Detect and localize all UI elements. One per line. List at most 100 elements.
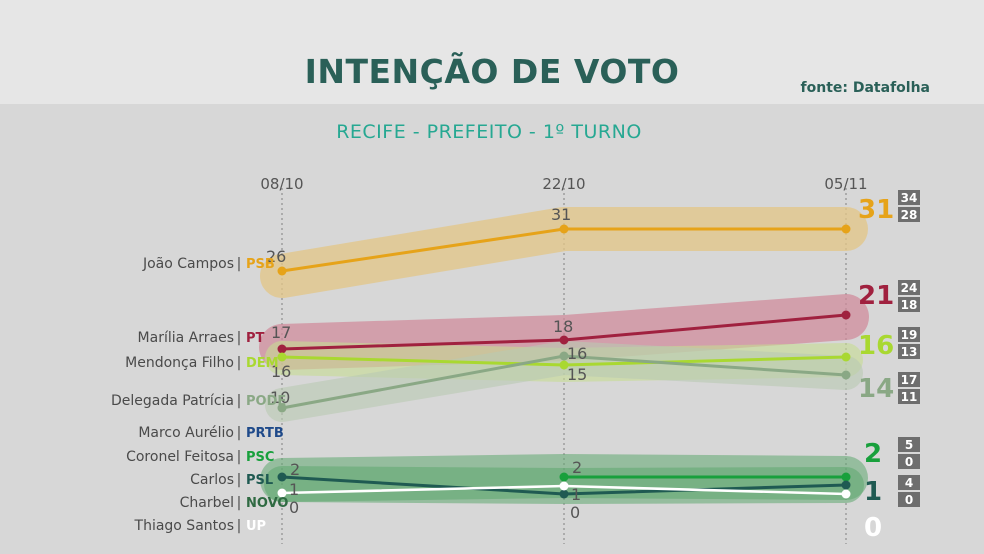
range-box: [898, 297, 920, 312]
marker-psl: [841, 480, 851, 490]
end-value-label: 14: [858, 374, 894, 404]
date-label: 22/10: [542, 175, 585, 193]
candidate-name-label: Mendonça Filho: [125, 355, 234, 371]
marker-up: [277, 488, 287, 498]
range-box: [898, 327, 920, 342]
point-value-label: 16: [271, 362, 291, 381]
point-value-label: 0: [289, 498, 299, 517]
end-value-label: 21: [858, 281, 894, 311]
label-separator: |: [237, 449, 242, 465]
marker-pode: [559, 351, 569, 361]
point-value-label: 1: [571, 485, 581, 504]
marker-dem: [559, 360, 569, 370]
point-value-label: 16: [567, 344, 587, 363]
end-value-label: 2: [864, 439, 882, 469]
end-value-label: 31: [858, 195, 894, 225]
point-value-label: 2: [290, 460, 300, 479]
label-separator: |: [237, 495, 242, 511]
end-value-label: 16: [858, 331, 894, 361]
date-label: 08/10: [260, 175, 303, 193]
source-note: fonte: Datafolha: [800, 80, 930, 96]
party-label: PRTB: [246, 426, 284, 441]
range-value: 17: [901, 373, 918, 387]
marker-pode: [277, 403, 287, 413]
party-label: PSB: [246, 257, 275, 272]
candidate-name-label: Coronel Feitosa: [126, 449, 234, 465]
range-value: 18: [901, 298, 918, 312]
chart-title: INTENÇÃO DE VOTO: [304, 52, 680, 91]
range-value: 28: [901, 208, 918, 222]
marker-psl: [559, 489, 569, 499]
header-band: [0, 0, 984, 104]
party-label: PODE: [246, 394, 286, 409]
label-separator: |: [237, 355, 242, 371]
point-value-label: 0: [570, 503, 580, 522]
marker-up: [559, 481, 569, 491]
range-value: 19: [901, 328, 918, 342]
candidate-name-label: Marco Aurélio: [138, 425, 234, 441]
marker-psb: [277, 266, 287, 276]
range-box: [898, 492, 920, 507]
range-value: 4: [905, 476, 913, 490]
range-value: 24: [901, 281, 918, 295]
point-value-label: 18: [553, 317, 573, 336]
party-label: PSC: [246, 450, 274, 465]
party-label: NOVO: [246, 496, 288, 511]
range-value: 34: [901, 191, 918, 205]
range-value: 5: [905, 438, 913, 452]
marker-dem: [841, 352, 851, 362]
label-separator: |: [237, 330, 242, 346]
range-box: [898, 475, 920, 490]
range-value: 13: [901, 345, 918, 359]
marker-psb: [559, 224, 569, 234]
range-box: [898, 437, 920, 452]
range-box: [898, 372, 920, 387]
point-value-label: 1: [289, 480, 299, 499]
marker-psc: [841, 472, 851, 482]
range-box: [898, 389, 920, 404]
candidate-name-label: Carlos: [190, 472, 234, 488]
point-value-label: 10: [270, 388, 290, 407]
end-value-label: 1: [864, 477, 882, 507]
point-value-label: 26: [266, 247, 286, 266]
marker-psb: [841, 224, 851, 234]
range-box: [898, 207, 920, 222]
point-value-label: 2: [572, 458, 582, 477]
label-separator: |: [237, 518, 242, 534]
label-separator: |: [237, 256, 242, 272]
candidate-name-label: Thiago Santos: [134, 518, 234, 534]
point-value-label: 17: [271, 323, 291, 342]
date-label: 05/11: [824, 175, 867, 193]
marker-pt: [841, 310, 851, 320]
range-value: 11: [901, 390, 918, 404]
range-box: [898, 280, 920, 295]
label-separator: |: [237, 393, 242, 409]
range-box: [898, 454, 920, 469]
marker-psl: [277, 472, 287, 482]
range-value: 0: [905, 455, 913, 469]
marker-pode: [841, 370, 851, 380]
point-value-label: 31: [551, 205, 571, 224]
marker-up: [841, 489, 851, 499]
party-label: DEM: [246, 356, 279, 371]
candidate-name-label: João Campos: [142, 256, 234, 272]
range-box: [898, 344, 920, 359]
point-value-label: 15: [567, 365, 587, 384]
label-separator: |: [237, 472, 242, 488]
party-label: PT: [246, 331, 265, 346]
marker-psc: [559, 472, 569, 482]
party-label: UP: [246, 519, 266, 534]
marker-pt: [277, 344, 287, 354]
end-value-label: 0: [864, 513, 882, 543]
candidate-name-label: Delegada Patrícia: [111, 393, 234, 409]
range-value: 0: [905, 493, 913, 507]
candidate-name-label: Charbel: [180, 495, 234, 511]
marker-dem: [277, 352, 287, 362]
chart-subtitle: RECIFE - PREFEITO - 1º TURNO: [336, 121, 642, 143]
range-box: [898, 190, 920, 205]
party-label: PSL: [246, 473, 273, 488]
candidate-name-label: Marília Arraes: [138, 330, 234, 346]
marker-pt: [559, 335, 569, 345]
label-separator: |: [237, 425, 242, 441]
